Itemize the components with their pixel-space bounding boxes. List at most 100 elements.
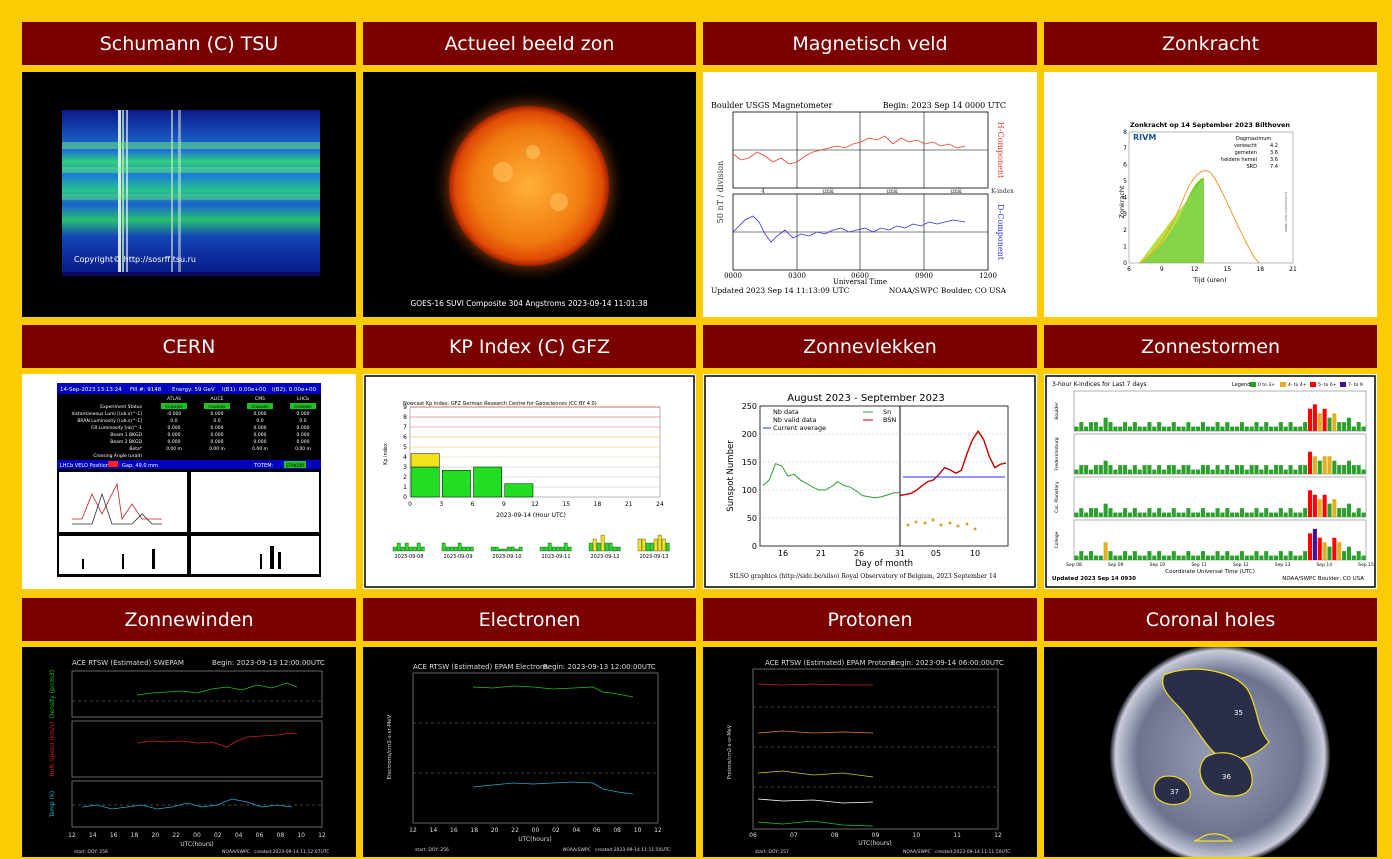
sun-image-link[interactable]: GOES-16 SUVI Composite 304 Angstroms 202… (363, 72, 696, 317)
ace-xtick: 22 (172, 832, 180, 839)
kp-index-link[interactable]: Nowcast Kp index, GFZ German Research Ce… (363, 374, 696, 589)
ace-xtick: 04 (573, 827, 581, 834)
cern-status-text: STANDBY (294, 404, 312, 409)
k-day-label: Sep 12 (1233, 562, 1249, 568)
k-day-label: Sep 11 (1191, 562, 1207, 568)
sunspot-ytick: 100 (742, 486, 757, 495)
k-bar (1205, 465, 1210, 474)
tile-header-electronen: Electronen (363, 598, 696, 641)
k-bar (1337, 508, 1342, 517)
swepam-created: created:2023-09-14 11:12:07UTC (254, 849, 329, 855)
sunspot-ytick: 50 (747, 514, 757, 523)
k-bar (1288, 551, 1293, 560)
k-bar (1123, 508, 1128, 517)
k-bar (1230, 512, 1235, 517)
cern-cell: 0.000 (254, 411, 267, 417)
k-bar (1308, 533, 1313, 560)
zonkracht-legend-label: heldere hemel (1221, 157, 1257, 163)
k-bar (1079, 508, 1084, 517)
kp-ytick: 0 (403, 494, 407, 501)
k-legend-item: 7- to 9 (1348, 382, 1363, 388)
k-bar (1249, 426, 1254, 431)
cern-row-label: Crossing Angle (urad) (93, 453, 142, 459)
k-legend-item: 4- to 4+ (1288, 382, 1307, 388)
k-bar (1176, 555, 1181, 560)
cern-fill: Fill #: 9148 (130, 387, 162, 393)
kp-day-bar (592, 538, 597, 552)
ace-xtick: 08 (277, 832, 285, 839)
epam-protons-link[interactable]: ACE RTSW (Estimated) EPAM Protons Begin:… (703, 647, 1037, 857)
k-bar (1137, 426, 1142, 431)
k-bar (1162, 512, 1167, 517)
k-bar (1215, 551, 1220, 560)
kp-day-bar (641, 538, 646, 552)
k-bar (1235, 555, 1240, 560)
k-bar (1303, 465, 1308, 474)
electrons-xlabel: UTC(hours) (518, 836, 551, 843)
k-bar (1283, 555, 1288, 560)
k-bar (1127, 555, 1132, 560)
k-bar (1157, 508, 1162, 517)
kp-bar (442, 470, 471, 498)
mag-title: Boulder USGS Magnetometer (711, 101, 833, 110)
coronal-holes-link[interactable]: 35 36 37 (1044, 647, 1377, 857)
sun-caption: GOES-16 SUVI Composite 304 Angstroms 202… (410, 299, 647, 308)
sunspot-xtick: 21 (816, 549, 826, 558)
k-bar (1346, 460, 1351, 474)
kp-day-bar (665, 542, 670, 552)
k-bar (1298, 426, 1303, 431)
epam-electrons-link[interactable]: ACE RTSW (Estimated) EPAM Electrons Begi… (363, 647, 696, 857)
spectrogram-streaks (62, 110, 320, 272)
k-bar (1089, 551, 1094, 560)
k-bar (1356, 508, 1361, 517)
k-bar (1079, 465, 1084, 474)
kp-xtick: 24 (656, 501, 664, 508)
tile-title: CERN (162, 335, 216, 358)
k-bar (1084, 512, 1089, 517)
cern-row-label: Experiment Status (100, 404, 142, 410)
electrons-begin: Begin: 2023-09-13 12:00:00UTC (543, 663, 656, 671)
k-bar (1084, 555, 1089, 560)
k-bar (1273, 465, 1278, 474)
tile-title: KP Index (C) GFZ (448, 335, 611, 358)
ace-xtick: 06 (749, 832, 757, 839)
ace-xtick: 14 (89, 832, 97, 839)
k-bar (1142, 465, 1147, 474)
cern-status-link[interactable]: 14-Sep-2023 13:13:24 Fill #: 9148 Energy… (22, 374, 356, 589)
k-bar (1074, 555, 1079, 560)
k-bar (1332, 413, 1337, 431)
sunspot-ytick: 150 (742, 458, 757, 467)
cern-cell: 0.000 (211, 411, 224, 417)
swepam-link[interactable]: ACE RTSW (Estimated) SWEPAM Begin: 2023-… (22, 647, 356, 857)
k-station-label: Boulder (1054, 402, 1060, 420)
k-bar (1225, 422, 1230, 431)
k-bar (1186, 422, 1191, 431)
zonkracht-link[interactable]: Zonkracht op 14 September 2023 Bilthoven… (1044, 72, 1377, 317)
cern-cell: 0.000 (297, 411, 310, 417)
schumann-spectrogram-link[interactable]: Copyright© http://sosrff.tsu.ru (22, 72, 356, 317)
kp-day-bar (469, 546, 474, 552)
coronal-holes-image: 35 36 37 (1110, 647, 1330, 857)
kp-day-bar (657, 534, 662, 552)
cern-ib2: I(B2): 0.00e+00 (272, 387, 317, 393)
cern-ib1: I(B1): 0.00e+00 (222, 387, 267, 393)
protons-start: start: DOY: 257 (755, 849, 789, 855)
k-bar (1322, 408, 1327, 431)
k-bar (1322, 542, 1327, 560)
ace-xtick: 06 (256, 832, 264, 839)
k-indices-link[interactable]: 3-hour K-indices for Last 7 days Legend:… (1044, 374, 1377, 589)
k-bar (1356, 465, 1361, 474)
kp-day-bar (645, 542, 650, 552)
mag-xtick: 0600 (851, 272, 869, 280)
sunspot-link[interactable]: August 2023 - September 2023 0 50 100 150 20… (703, 374, 1037, 589)
k-bar (1239, 551, 1244, 560)
kp-day-bar (416, 542, 421, 552)
rivm-logo: RIVM (1133, 133, 1156, 142)
k-bar (1303, 508, 1308, 517)
cern-cell: 0.0 (170, 418, 177, 424)
k-bar (1200, 551, 1205, 560)
cern-status-text: STANDBY (165, 404, 183, 409)
kp-xtick: 15 (562, 501, 570, 508)
tile-title: Zonnewinden (124, 608, 254, 631)
magnetometer-link[interactable]: Boulder USGS Magnetometer Begin: 2023 Se… (703, 72, 1037, 317)
